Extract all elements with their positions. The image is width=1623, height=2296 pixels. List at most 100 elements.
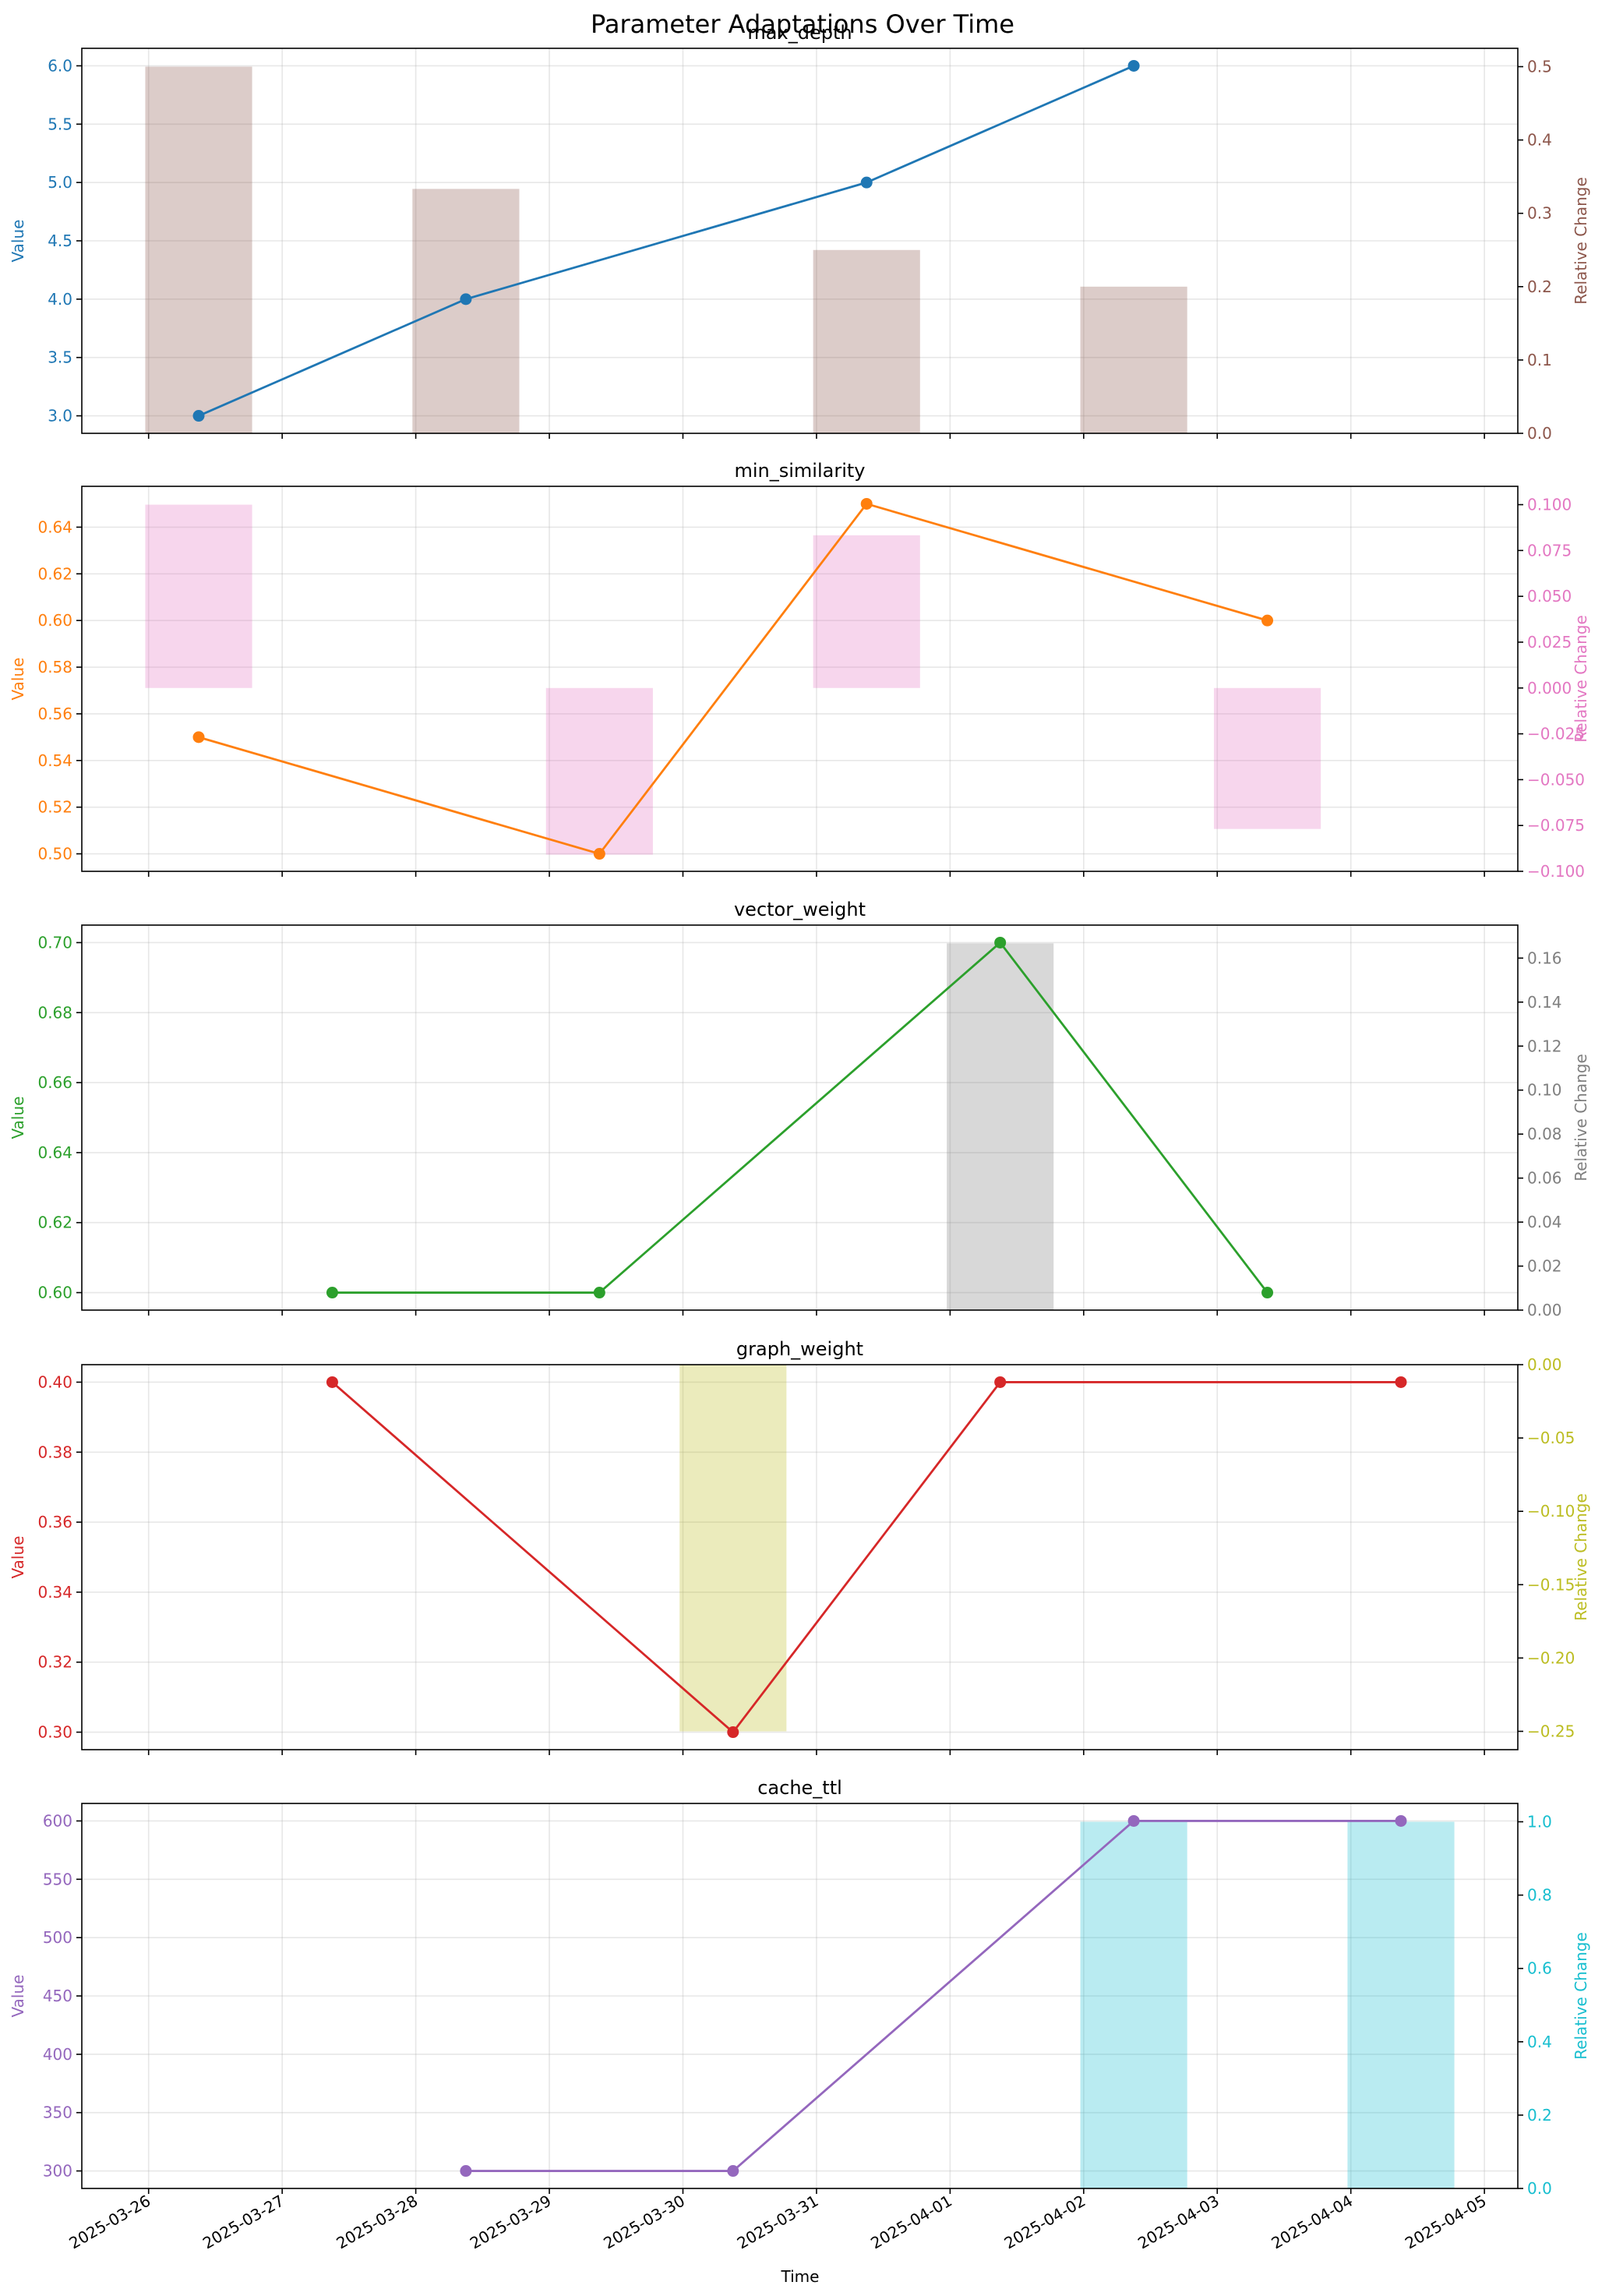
y2-tick-label: −0.10	[1527, 1502, 1575, 1521]
y2-tick-label: −0.20	[1527, 1648, 1575, 1667]
y2-tick-label: 0.2	[1527, 277, 1552, 296]
y-tick-label: 5.0	[48, 173, 72, 192]
subplot-title: max_depth	[747, 22, 852, 44]
y2-tick-label: −0.075	[1527, 816, 1585, 835]
y2-tick-label: 0.8	[1527, 1886, 1552, 1905]
relative-change-bar	[145, 66, 252, 434]
y2-tick-label: 0.100	[1527, 496, 1572, 514]
y-tick-label: 0.38	[37, 1443, 72, 1461]
y-tick-label: 0.60	[37, 611, 72, 630]
relative-change-bar	[1347, 1821, 1455, 2188]
y2-tick-label: 0.0	[1527, 2179, 1552, 2198]
y2-tick-label: 0.06	[1527, 1169, 1562, 1188]
y-tick-label: 0.32	[37, 1653, 72, 1672]
y2-tick-label: 0.02	[1527, 1257, 1562, 1276]
value-point	[1395, 1376, 1407, 1388]
axes-frame	[81, 924, 1519, 1311]
y-tick-label: 300	[43, 2162, 72, 2181]
y2-tick-label: −0.05	[1527, 1429, 1575, 1447]
y-tick-label: 0.70	[37, 933, 72, 952]
y2-tick-label: 0.6	[1527, 1959, 1552, 1978]
value-point	[460, 293, 472, 306]
y2-tick-label: 0.0	[1527, 424, 1552, 443]
axes-frame	[81, 1803, 1519, 2189]
y2-axis-label: Relative Change	[1572, 177, 1590, 305]
axes-frame	[81, 48, 1519, 434]
y2-tick-label: 0.050	[1527, 587, 1572, 606]
y2-tick-label: 0.12	[1527, 1037, 1562, 1055]
value-line	[332, 941, 1268, 1294]
panel-graph-weight: 0.30 0.32 0.34 0.36 0.38 0.40 −0.25 −0.20 −0.15 −…	[9, 1338, 1590, 1755]
relative-change-bar	[145, 504, 252, 688]
value-point	[727, 1726, 739, 1739]
y2-tick-label: 0.075	[1527, 541, 1572, 560]
value-point	[994, 936, 1007, 948]
value-point	[1127, 59, 1140, 72]
y2-tick-label: −0.050	[1527, 770, 1585, 789]
y-axis-label: Value	[9, 1536, 27, 1579]
y2-tick-label: 1.0	[1527, 1813, 1552, 1832]
y-tick-label: 0.68	[37, 1003, 72, 1022]
relative-change-bar	[412, 189, 520, 434]
y-tick-label: 0.64	[37, 1143, 72, 1162]
y2-tick-label: 0.08	[1527, 1125, 1562, 1143]
y-tick-label: 5.5	[48, 115, 72, 133]
y-axis-label: Value	[9, 658, 27, 701]
y-tick-label: 0.58	[37, 658, 72, 676]
relative-change-bar	[813, 535, 920, 688]
value-line	[465, 1820, 1401, 2172]
relative-change-bar	[545, 687, 653, 855]
y-tick-label: 0.56	[37, 705, 72, 723]
y-tick-label: 0.60	[37, 1284, 72, 1302]
y-axis-label: Value	[9, 1975, 27, 2018]
subplot-title: graph_weight	[736, 1338, 863, 1360]
value-point	[994, 1376, 1007, 1388]
y-tick-label: 600	[43, 1811, 72, 1830]
value-line	[198, 502, 1268, 856]
y2-tick-label: 0.16	[1527, 948, 1562, 967]
y-tick-label: 0.30	[37, 1723, 72, 1742]
y2-tick-label: 0.1	[1527, 351, 1552, 369]
y2-tick-label: −0.025	[1527, 725, 1585, 744]
relative-change-bar	[813, 249, 920, 433]
value-line	[198, 65, 1134, 417]
value-point	[192, 731, 205, 744]
axes-frame	[81, 1364, 1519, 1750]
y2-tick-label: 0.10	[1527, 1081, 1562, 1100]
value-point	[326, 1376, 338, 1388]
panel-max-depth: 3.0 3.5 4.0 4.5 5.0 5.5 6.0 0.0 0.1 0.2 0.3 0.4 0.5 m…	[9, 22, 1590, 443]
panel-cache-ttl: 300 350 400 450 500 550 600 0.0 0.2 0.4 0.6 0.8 1.0 c…	[9, 1777, 1590, 2198]
y-tick-label: 3.0	[48, 407, 72, 426]
y2-tick-label: 0.4	[1527, 131, 1552, 150]
y2-tick-label: −0.15	[1527, 1575, 1575, 1594]
y2-tick-label: 0.5	[1527, 58, 1552, 76]
y-tick-label: 450	[43, 1987, 72, 2005]
y-tick-label: 350	[43, 2103, 72, 2122]
value-point	[460, 2165, 472, 2178]
y-tick-label: 0.62	[37, 564, 72, 583]
panel-vector-weight: 0.60 0.62 0.64 0.66 0.68 0.70 0.00 0.02 0.04 0.06…	[9, 899, 1590, 1319]
y-tick-label: 500	[43, 1928, 72, 1947]
panel-min-similarity: 0.50 0.52 0.54 0.56 0.58 0.60 0.62 0.64 −0.100 −0…	[9, 460, 1590, 881]
y-tick-label: 0.64	[37, 517, 72, 536]
y2-tick-label: −0.25	[1527, 1722, 1575, 1740]
value-point	[727, 2165, 739, 2178]
y-tick-label: 400	[43, 2045, 72, 2064]
y-axis-label: Value	[9, 1097, 27, 1139]
y-tick-label: 0.36	[37, 1513, 72, 1531]
value-point	[593, 848, 605, 860]
y2-tick-label: 0.2	[1527, 2106, 1552, 2125]
relative-change-bar	[1080, 286, 1187, 433]
relative-change-bar	[679, 1365, 787, 1732]
value-line	[331, 1381, 1401, 1734]
y2-tick-label: 0.00	[1527, 1355, 1562, 1374]
y2-tick-label: 0.000	[1527, 679, 1572, 698]
y-tick-label: 4.5	[48, 231, 72, 250]
y2-tick-label: 0.04	[1527, 1213, 1562, 1231]
subplots: 3.0 3.5 4.0 4.5 5.0 5.5 6.0 0.0 0.1 0.2 0.3 0.4 0.5 m…	[9, 22, 1590, 2198]
value-point	[593, 1287, 605, 1299]
relative-change-bar	[1080, 1821, 1187, 2188]
y2-axis-label: Relative Change	[1572, 1493, 1590, 1621]
